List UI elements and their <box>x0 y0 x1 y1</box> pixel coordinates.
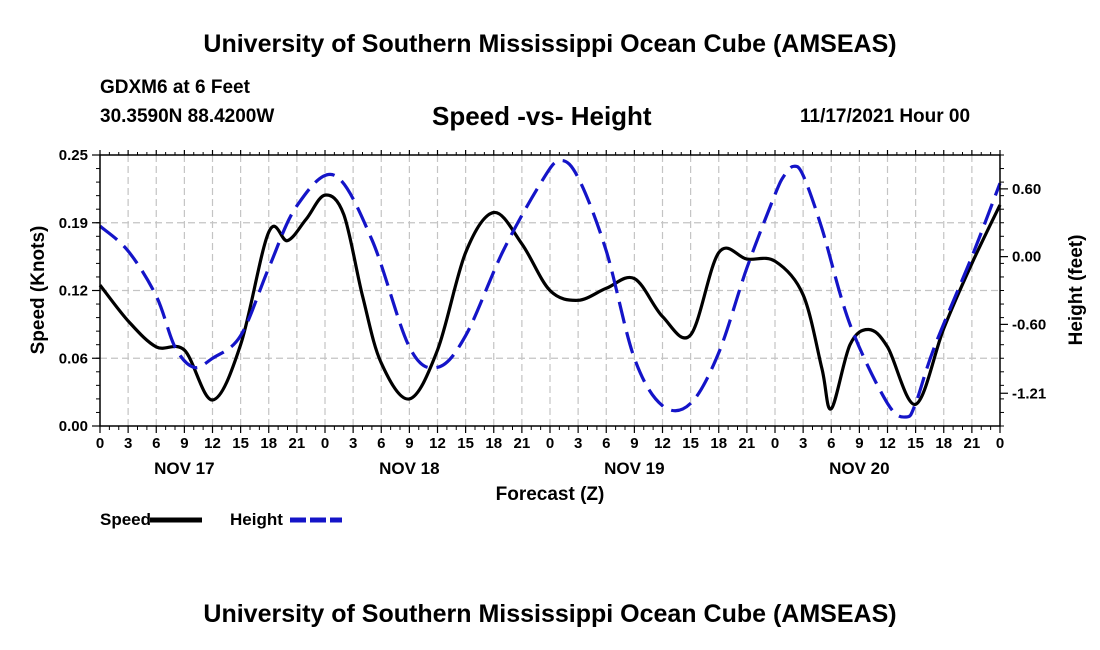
height-series-line <box>98 158 1002 419</box>
grid-lines <box>100 155 1000 426</box>
axis-ticks <box>92 150 1008 433</box>
y-tick-label: 0.00 <box>59 418 88 435</box>
x-tick-label: 15 <box>232 435 249 452</box>
x-tick-label: 21 <box>964 435 981 452</box>
x-tick-label: 6 <box>827 435 835 452</box>
x-tick-label: 6 <box>152 435 160 452</box>
axis-labels: 0 3 6 9 12 15 18 21 0 3 6 9 12 15 18 21 0 3 6 9 12 15 18 21 0 3 6 9… <box>59 147 1046 478</box>
y-tick-label: 0.19 <box>59 215 88 232</box>
y2-tick-label: -1.21 <box>1012 385 1046 402</box>
y-tick-label: 0.06 <box>59 350 88 367</box>
x-tick-label: 12 <box>654 435 671 452</box>
x-day-label: NOV 17 <box>154 459 214 478</box>
main-title: University of Southern Mississippi Ocean… <box>203 30 897 58</box>
x-tick-label: 21 <box>739 435 756 452</box>
x-tick-label: 12 <box>429 435 446 452</box>
x-tick-label: 12 <box>879 435 896 452</box>
forecast-datetime: 11/17/2021 Hour 00 <box>800 106 971 127</box>
x-tick-label: 18 <box>260 435 277 452</box>
y2-tick-label: 0.60 <box>1012 181 1041 198</box>
x-tick-label: 6 <box>602 435 610 452</box>
x-tick-label: 18 <box>935 435 952 452</box>
x-tick-label: 0 <box>771 435 779 452</box>
y2-tick-label: -0.60 <box>1012 316 1046 333</box>
x-tick-label: 3 <box>349 435 357 452</box>
x-tick-label: 15 <box>907 435 924 452</box>
y-tick-label: 0.12 <box>59 283 88 300</box>
x-tick-label: 6 <box>377 435 385 452</box>
x-tick-label: 0 <box>996 435 1004 452</box>
x-tick-label: 3 <box>574 435 582 452</box>
y-axis-title: Speed (Knots) <box>28 226 49 355</box>
x-tick-label: 9 <box>855 435 863 452</box>
x-day-label: NOV 19 <box>604 459 664 478</box>
chart-legend: Speed Height <box>100 510 342 529</box>
speed-series-line <box>98 193 1002 411</box>
x-tick-label: 9 <box>180 435 188 452</box>
x-tick-label: 3 <box>799 435 807 452</box>
y2-axis-title: Height (feet) <box>1066 235 1087 346</box>
height-legend-label: Height <box>230 510 283 529</box>
x-day-label: NOV 20 <box>829 459 889 478</box>
x-tick-label: 12 <box>204 435 221 452</box>
x-tick-label: 0 <box>546 435 554 452</box>
y-tick-label: 0.25 <box>59 147 88 164</box>
x-tick-label: 21 <box>289 435 306 452</box>
y2-tick-label: 0.00 <box>1012 249 1041 266</box>
x-day-label: NOV 18 <box>379 459 439 478</box>
x-tick-label: 21 <box>514 435 531 452</box>
x-tick-label: 0 <box>321 435 329 452</box>
x-axis-title: Forecast (Z) <box>496 484 605 505</box>
station-name: GDXM6 at 6 Feet <box>100 77 250 98</box>
x-tick-label: 3 <box>124 435 132 452</box>
footer-title: University of Southern Mississippi Ocean… <box>203 600 897 628</box>
x-tick-label: 9 <box>405 435 413 452</box>
x-tick-label: 18 <box>485 435 502 452</box>
x-tick-label: 0 <box>96 435 104 452</box>
chart-subtitle: Speed -vs- Height <box>432 101 652 131</box>
x-tick-label: 15 <box>457 435 474 452</box>
series-lines <box>98 158 1002 419</box>
x-tick-label: 9 <box>630 435 638 452</box>
x-tick-label: 15 <box>682 435 699 452</box>
x-tick-label: 18 <box>710 435 727 452</box>
speed-legend-label: Speed <box>100 510 151 529</box>
station-coordinates: 30.3590N 88.4200W <box>100 106 275 127</box>
